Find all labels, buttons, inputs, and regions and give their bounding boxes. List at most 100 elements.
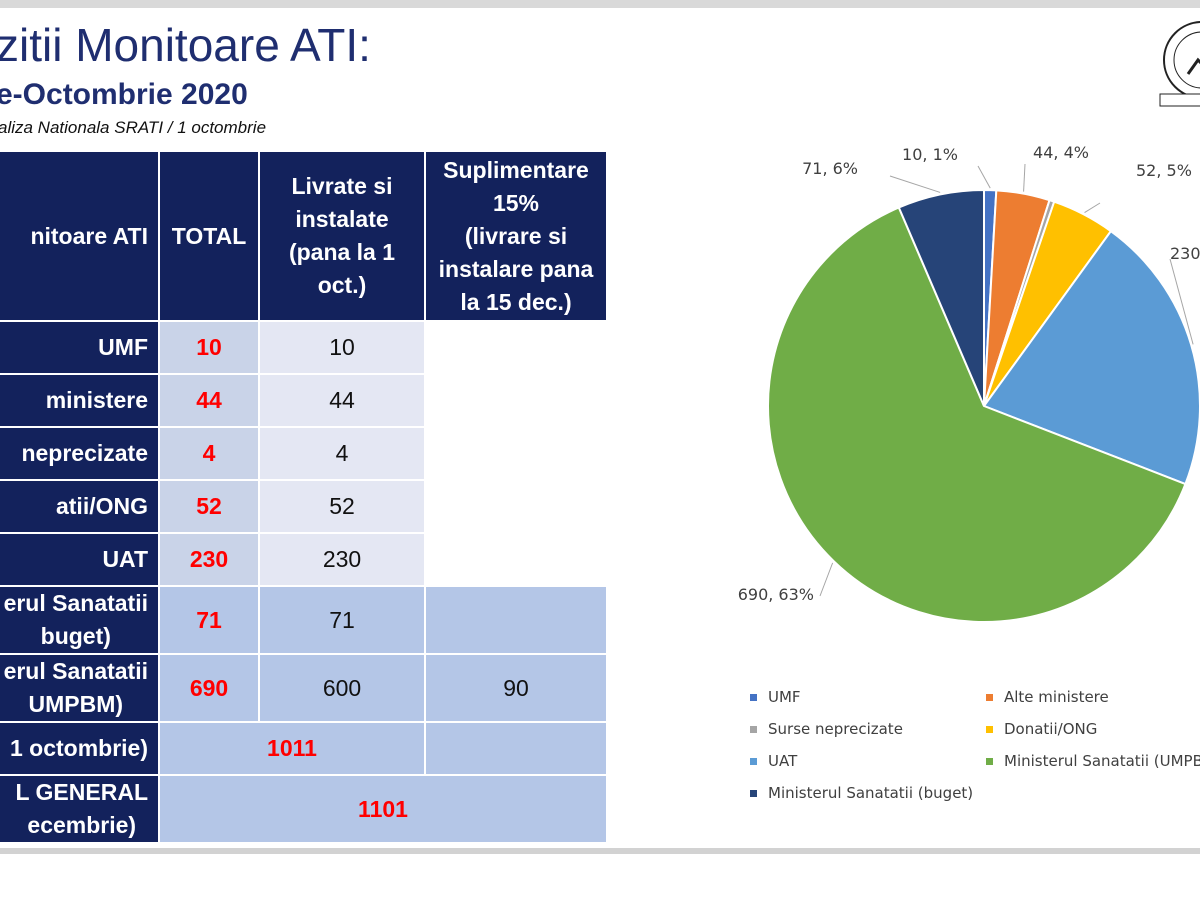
legend-swatch — [986, 693, 993, 701]
subtotal-value-line: 1011 — [267, 735, 317, 761]
row-total-line: 690 — [189, 674, 229, 701]
row-delivered: 600 — [260, 655, 424, 721]
row-label-line: UMPBM) — [28, 691, 124, 717]
row-delivered-line: 10 — [329, 334, 355, 360]
legend-swatch — [750, 757, 757, 765]
row-label: atii/ONG — [0, 481, 158, 532]
pie-leader-line — [1084, 202, 1101, 213]
legend-label: Surse neprecizate — [768, 720, 903, 738]
legend-item: UMF — [750, 688, 801, 706]
row-delivered-line: 52 — [329, 493, 355, 519]
pie-leader-line — [977, 165, 991, 189]
row-delivered-line: 230 — [322, 546, 362, 572]
header-delivered-line: (pana la 1 — [288, 239, 396, 265]
row-delivered: 44 — [260, 375, 424, 426]
legend-item: Ministerul Sanatatii (UMPB — [986, 752, 1200, 770]
grand-total-label: L GENERAL ecembrie) — [0, 776, 158, 842]
legend-label: Donatii/ONG — [1004, 720, 1098, 738]
row-label-line: ministere — [45, 387, 148, 413]
row-total: 44 — [160, 375, 258, 426]
legend-item: UAT — [750, 752, 797, 770]
society-logo — [1159, 21, 1200, 107]
row-total-line: 71 — [196, 606, 222, 633]
row-label: erul Sanatatii UMPBM) — [0, 655, 158, 721]
legend-label: UAT — [768, 752, 798, 770]
row-label-line: UMF — [98, 334, 148, 360]
row-delivered: 52 — [260, 481, 424, 532]
legend-swatch — [750, 789, 757, 797]
row-total-line: 52 — [196, 493, 222, 519]
row-label-line: buget) — [40, 623, 111, 649]
header-total: TOTAL — [160, 152, 258, 320]
pie-slice-ministerul-sanatatii-umpbm- — [767, 206, 1187, 623]
legend-label: Alte ministere — [1004, 688, 1109, 706]
row-delivered: 230 — [260, 534, 424, 585]
slide-bottom-edge — [0, 848, 1200, 854]
header-extra: Suplimentare 15% (livrare si instalare pana… — [426, 152, 606, 320]
row-label: ministere — [0, 375, 158, 426]
row-total-line: 230 — [189, 546, 229, 572]
legend-swatch — [986, 757, 993, 765]
legend-label: Ministerul Sanatatii (UMPB — [1004, 752, 1200, 770]
legend-item: Alte ministere — [986, 688, 1109, 706]
row-delivered-line: 4 — [335, 440, 349, 466]
pie-slice-uat — [982, 229, 1200, 486]
grand-total-value-line: 1101 — [358, 795, 408, 822]
row-delivered: 4 — [260, 428, 424, 479]
row-delivered: 71 — [260, 587, 424, 653]
row-label: erul Sanatatii buget) — [0, 587, 158, 653]
grand-total-value: 1101 — [160, 776, 606, 842]
header-delivered-line: instalate — [295, 206, 389, 232]
header-delivered: Livrate si instalate (pana la 1 oct.) — [260, 152, 424, 320]
window-top-bar — [0, 0, 1200, 8]
row-label: UAT — [0, 534, 158, 585]
row-label-line: erul Sanatatii — [3, 590, 148, 616]
pie-data-label: 52, 5% — [1136, 161, 1192, 180]
row-label: neprecizate — [0, 428, 158, 479]
pie-data-label: 230, — [1170, 244, 1200, 263]
row-total: 230 — [160, 534, 258, 585]
header-extra-line: (livrare si — [464, 222, 568, 249]
row-delivered-line: 44 — [329, 387, 355, 413]
header-extra-line: instalare pana — [438, 255, 594, 282]
header-category: nitoare ATI — [0, 152, 158, 320]
source-note: aliza Nationala SRATI / 1 octombrie — [0, 118, 267, 137]
legend-swatch — [750, 725, 757, 733]
row-total-line: 10 — [196, 334, 222, 360]
pie-leader-line — [1169, 258, 1194, 345]
row-total: 10 — [160, 322, 258, 373]
legend-swatch — [750, 693, 757, 701]
legend-item: Ministerul Sanatatii (buget) — [750, 784, 973, 802]
row-extra-line: 90 — [503, 674, 529, 701]
row-total: 52 — [160, 481, 258, 532]
bottom-area — [0, 854, 1200, 900]
header-extra-line: Suplimentare — [443, 156, 589, 183]
pie-leader-line — [819, 562, 834, 597]
row-extra — [426, 587, 606, 653]
grand-total-label-line: L GENERAL — [15, 779, 148, 805]
slide-title: zitii Monitoare ATI: — [0, 19, 371, 71]
header-category-line: nitoare ATI — [30, 222, 148, 249]
row-total: 71 — [160, 587, 258, 653]
pie-data-label: 10, 1% — [902, 145, 958, 164]
legend-item: Surse neprecizate — [750, 720, 903, 738]
pie-leader-line — [889, 175, 941, 193]
row-total-line: 4 — [202, 440, 216, 466]
row-total: 690 — [160, 655, 258, 721]
pie-leader-line — [1023, 163, 1026, 192]
legend-swatch — [986, 725, 993, 733]
subtotal-extra — [426, 723, 606, 774]
header-extra-line: 15% — [492, 189, 540, 216]
row-label-line: neprecizate — [21, 440, 148, 466]
pie-slice-ministerul-sanatatii-buget- — [897, 188, 985, 407]
row-label-line: erul Sanatatii — [3, 658, 148, 684]
slide: zitii Monitoare ATI: e-Octombrie 2020 al… — [0, 8, 1200, 848]
subtotal-value: 1011 — [160, 723, 424, 774]
pie-data-label: 44, 4% — [1033, 143, 1089, 162]
pie-data-label: 690, 63% — [738, 585, 814, 604]
row-label-line: atii/ONG — [55, 493, 148, 519]
header-extra-line: la 15 dec.) — [460, 288, 572, 315]
row-extra: 90 — [426, 655, 606, 721]
row-delivered-line: 600 — [322, 674, 362, 701]
header-delivered-line: Livrate si — [291, 173, 393, 199]
